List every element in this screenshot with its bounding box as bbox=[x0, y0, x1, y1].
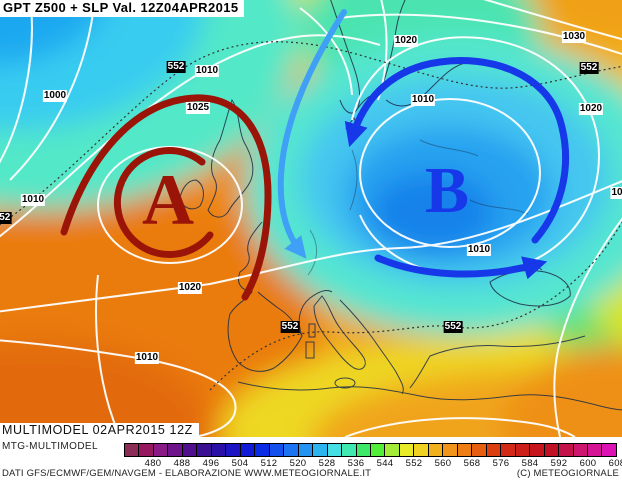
colorbar-tick: 560 bbox=[434, 458, 452, 469]
colorbar-cell bbox=[559, 444, 574, 456]
isobar-label: 1020 bbox=[393, 35, 419, 47]
geopotential-label: 552 bbox=[0, 212, 12, 224]
colorbar-ticks: 480 488 496 504 512 520 528 536 544 552 560 568 576 5… bbox=[124, 458, 622, 469]
colorbar-cell bbox=[313, 444, 328, 456]
colorbar-tick: 600 bbox=[579, 458, 597, 469]
colorbar-tick: 544 bbox=[376, 458, 394, 469]
cyclone-arrows bbox=[344, 57, 570, 280]
colorbar-cell bbox=[515, 444, 531, 456]
colorbar-cell bbox=[168, 444, 183, 456]
colorbar-cell bbox=[399, 444, 415, 456]
isobar-label: 1010 bbox=[410, 94, 436, 106]
colorbar-cell bbox=[472, 444, 487, 456]
colorbar-cell bbox=[284, 444, 299, 456]
isobar-label: 1010 bbox=[20, 194, 46, 206]
colorbar-cell bbox=[414, 444, 429, 456]
colorbar-cell bbox=[327, 444, 343, 456]
colorbar-cell bbox=[298, 444, 314, 456]
colorbar-cell bbox=[544, 444, 560, 456]
high-center-letter: A bbox=[142, 160, 194, 240]
colorbar-tick: 496 bbox=[202, 458, 220, 469]
geopotential-label: 552 bbox=[579, 62, 599, 74]
copyright-text: (C) METEOGIORNALE bbox=[516, 468, 619, 479]
colorbar-cell bbox=[443, 444, 458, 456]
isobar-label: 1025 bbox=[185, 102, 211, 114]
colorbar-cell bbox=[197, 444, 212, 456]
isobar-label: 1020 bbox=[578, 103, 604, 115]
colorbar-tick: 528 bbox=[318, 458, 336, 469]
colorbar-tick: 552 bbox=[405, 458, 423, 469]
low-center-letter: B bbox=[425, 154, 469, 227]
isobar-label: 1010 bbox=[466, 244, 492, 256]
cold-flow-arrow bbox=[277, 9, 347, 259]
colorbar-cell bbox=[501, 444, 516, 456]
colorbar-cell bbox=[240, 444, 256, 456]
isobar-contours bbox=[0, 0, 622, 437]
colorbar-cell bbox=[226, 444, 241, 456]
colorbar-cell bbox=[385, 444, 400, 456]
credits-text: DATI GFS/ECMWF/GEM/NAVGEM - ELABORAZIONE… bbox=[2, 468, 372, 479]
colorbar-cell bbox=[530, 444, 545, 456]
footer-bar: MTG-MULTIMODEL 480 488 496 504 512 520 528 536 5… bbox=[0, 437, 622, 480]
colorbar-cell bbox=[486, 444, 502, 456]
colorbar-cell bbox=[211, 444, 227, 456]
colorbar-tick: 504 bbox=[231, 458, 249, 469]
colorbar bbox=[124, 443, 617, 457]
geopotential-label: 552 bbox=[166, 61, 186, 73]
colorbar-cell bbox=[125, 444, 140, 456]
isobar-label: 1010 bbox=[134, 352, 160, 364]
page-title: GPT Z500 + SLP Val. 12Z04APR2015 bbox=[0, 0, 244, 17]
colorbar-tick: 480 bbox=[144, 458, 162, 469]
z500-552-contour bbox=[0, 41, 622, 391]
geopotential-label: 552 bbox=[280, 321, 300, 333]
colorbar-cell bbox=[457, 444, 473, 456]
isobar-label: 1030 bbox=[561, 31, 587, 43]
colorbar-tick: 592 bbox=[550, 458, 568, 469]
colorbar-cell bbox=[182, 444, 198, 456]
colorbar-tick: 576 bbox=[492, 458, 510, 469]
model-run-label: MULTIMODEL 02APR2015 12Z bbox=[0, 423, 199, 437]
isobar-label: 1000 bbox=[42, 90, 68, 102]
colorbar-tick: 584 bbox=[521, 458, 539, 469]
map-canvas: A B bbox=[0, 0, 622, 437]
source-label: MTG-MULTIMODEL bbox=[2, 441, 98, 452]
colorbar-cell bbox=[602, 444, 616, 456]
colorbar-cell bbox=[269, 444, 285, 456]
colorbar-cell bbox=[356, 444, 371, 456]
colorbar-cell bbox=[370, 444, 386, 456]
isobar-label: 1010 bbox=[194, 65, 220, 77]
isobar-label: 1020 bbox=[177, 282, 203, 294]
colorbar-cell bbox=[573, 444, 588, 456]
colorbar-cell bbox=[255, 444, 270, 456]
anticyclone-spiral-arrow bbox=[60, 94, 272, 301]
colorbar-cell bbox=[153, 444, 169, 456]
colorbar-tick: 488 bbox=[173, 458, 191, 469]
colorbar-tick: 520 bbox=[289, 458, 307, 469]
colorbar-cell bbox=[342, 444, 357, 456]
colorbar-tick: 536 bbox=[347, 458, 365, 469]
colorbar-tick: 512 bbox=[260, 458, 278, 469]
colorbar-tick: 568 bbox=[463, 458, 481, 469]
isobar-label: 10 bbox=[610, 187, 622, 199]
geopotential-label: 552 bbox=[443, 321, 463, 333]
colorbar-cell bbox=[588, 444, 603, 456]
colorbar-cell bbox=[139, 444, 154, 456]
colorbar-cell bbox=[428, 444, 444, 456]
colorbar-tick: 608 bbox=[608, 458, 622, 469]
